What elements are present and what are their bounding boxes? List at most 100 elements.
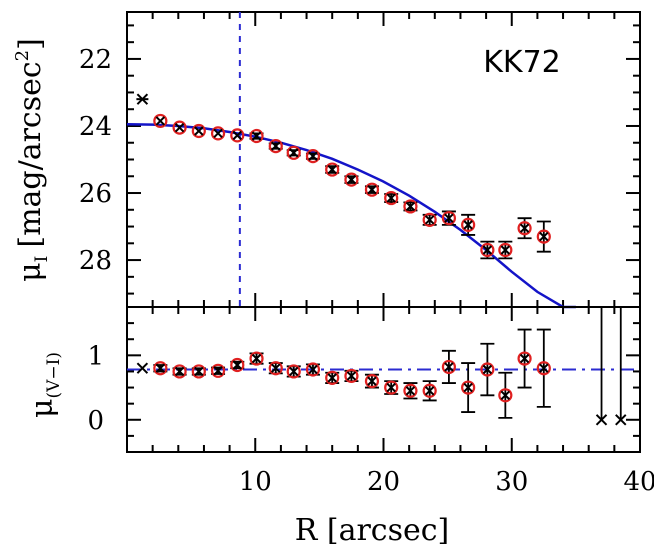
point-cross [539, 231, 549, 242]
point-circle [268, 361, 283, 376]
point-circle [480, 362, 495, 377]
data-point [461, 217, 476, 232]
point-circle [461, 380, 476, 395]
point-circle [230, 128, 245, 143]
galaxy-name-annotation: KK72 [483, 45, 561, 80]
point-cross [463, 220, 473, 230]
point-cross [308, 364, 318, 375]
point-cross [327, 373, 337, 383]
data-point [403, 199, 418, 214]
data-point [249, 128, 264, 144]
point-cross [271, 141, 281, 151]
point-cross [482, 364, 493, 375]
data-point [422, 212, 437, 227]
data-point [325, 162, 340, 177]
point-cross [346, 371, 357, 381]
point-circle [422, 383, 437, 398]
point-circle [517, 351, 532, 366]
x-tick-label: 20 [367, 467, 400, 497]
data-point [517, 221, 532, 236]
data-point [286, 145, 301, 160]
point-cross [424, 215, 435, 225]
point-circle [305, 149, 321, 164]
point-cross [367, 376, 377, 386]
point-circle [153, 361, 168, 376]
bottom-y-axis-label: μ(V−I) [25, 352, 64, 418]
point-cross [367, 184, 377, 195]
outlier-point [595, 414, 608, 426]
bottom-panel-frame [126, 306, 641, 453]
data-point [305, 149, 321, 164]
point-cross [519, 353, 530, 364]
point-cross [232, 360, 243, 370]
data-point [384, 380, 399, 395]
data-point [364, 182, 380, 197]
point-circle [498, 388, 513, 403]
data-point [268, 361, 283, 376]
point-cross [308, 151, 318, 161]
top-y-axis-label: μI [mag/arcsec2] [12, 38, 52, 282]
data-point [384, 190, 399, 206]
point-cross [482, 245, 493, 255]
data-point [325, 370, 340, 385]
bottom-data-points [136, 307, 627, 426]
data-point [172, 120, 187, 135]
point-circle [305, 362, 321, 377]
y-tick-label: 24 [79, 112, 112, 142]
y-tick-label: 0 [87, 406, 104, 436]
point-cross [386, 193, 396, 203]
point-cross [289, 148, 299, 158]
point-circle [344, 172, 359, 187]
top-panel: 22 24 26 28 KK72 [79, 11, 641, 309]
point-circle [286, 145, 301, 160]
top-ylabel-close: ] [13, 38, 48, 50]
point-circle [441, 359, 457, 375]
top-ylabel-subscript: I [32, 256, 52, 263]
y-tick-label: 1 [87, 341, 104, 371]
data-point [344, 368, 359, 384]
data-point [230, 128, 245, 143]
data-point [480, 362, 495, 377]
point-cross [232, 130, 243, 141]
point-cross [405, 386, 416, 396]
point-circle [403, 383, 418, 398]
outlier-point [136, 362, 149, 374]
point-cross [424, 386, 435, 396]
fit-curve [126, 123, 576, 309]
point-circle [422, 212, 437, 227]
point-cross [213, 128, 223, 139]
point-circle [268, 138, 283, 154]
data-point [230, 357, 245, 373]
data-point [268, 138, 283, 154]
point-circle [172, 364, 187, 379]
point-circle [191, 123, 206, 139]
data-point [498, 242, 513, 258]
point-circle [210, 126, 226, 141]
bottom-ylabel-symbol: μ [25, 399, 60, 419]
point-cross [251, 131, 262, 141]
top-ylabel-superscript: 2 [12, 50, 33, 61]
y-tick-label: 28 [79, 246, 112, 276]
point-cross [174, 366, 185, 377]
point-cross [519, 223, 530, 233]
point-cross [155, 363, 166, 373]
top-panel-frame [126, 11, 641, 308]
data-point [364, 374, 380, 389]
y-tick-label: 22 [79, 45, 112, 75]
point-cross [500, 245, 511, 255]
point-circle [325, 162, 340, 177]
point-circle [364, 182, 380, 197]
point-cross [444, 362, 454, 372]
point-circle [480, 242, 495, 258]
point-cross [155, 116, 166, 126]
point-circle [172, 120, 187, 135]
data-point [153, 113, 168, 129]
point-cross [463, 382, 473, 393]
point-circle [249, 351, 264, 366]
point-cross [251, 353, 262, 364]
point-cross [194, 366, 204, 377]
bottom-ticks [126, 307, 641, 453]
outlier-point [615, 414, 627, 426]
data-point [441, 359, 457, 375]
point-cross [174, 122, 185, 133]
